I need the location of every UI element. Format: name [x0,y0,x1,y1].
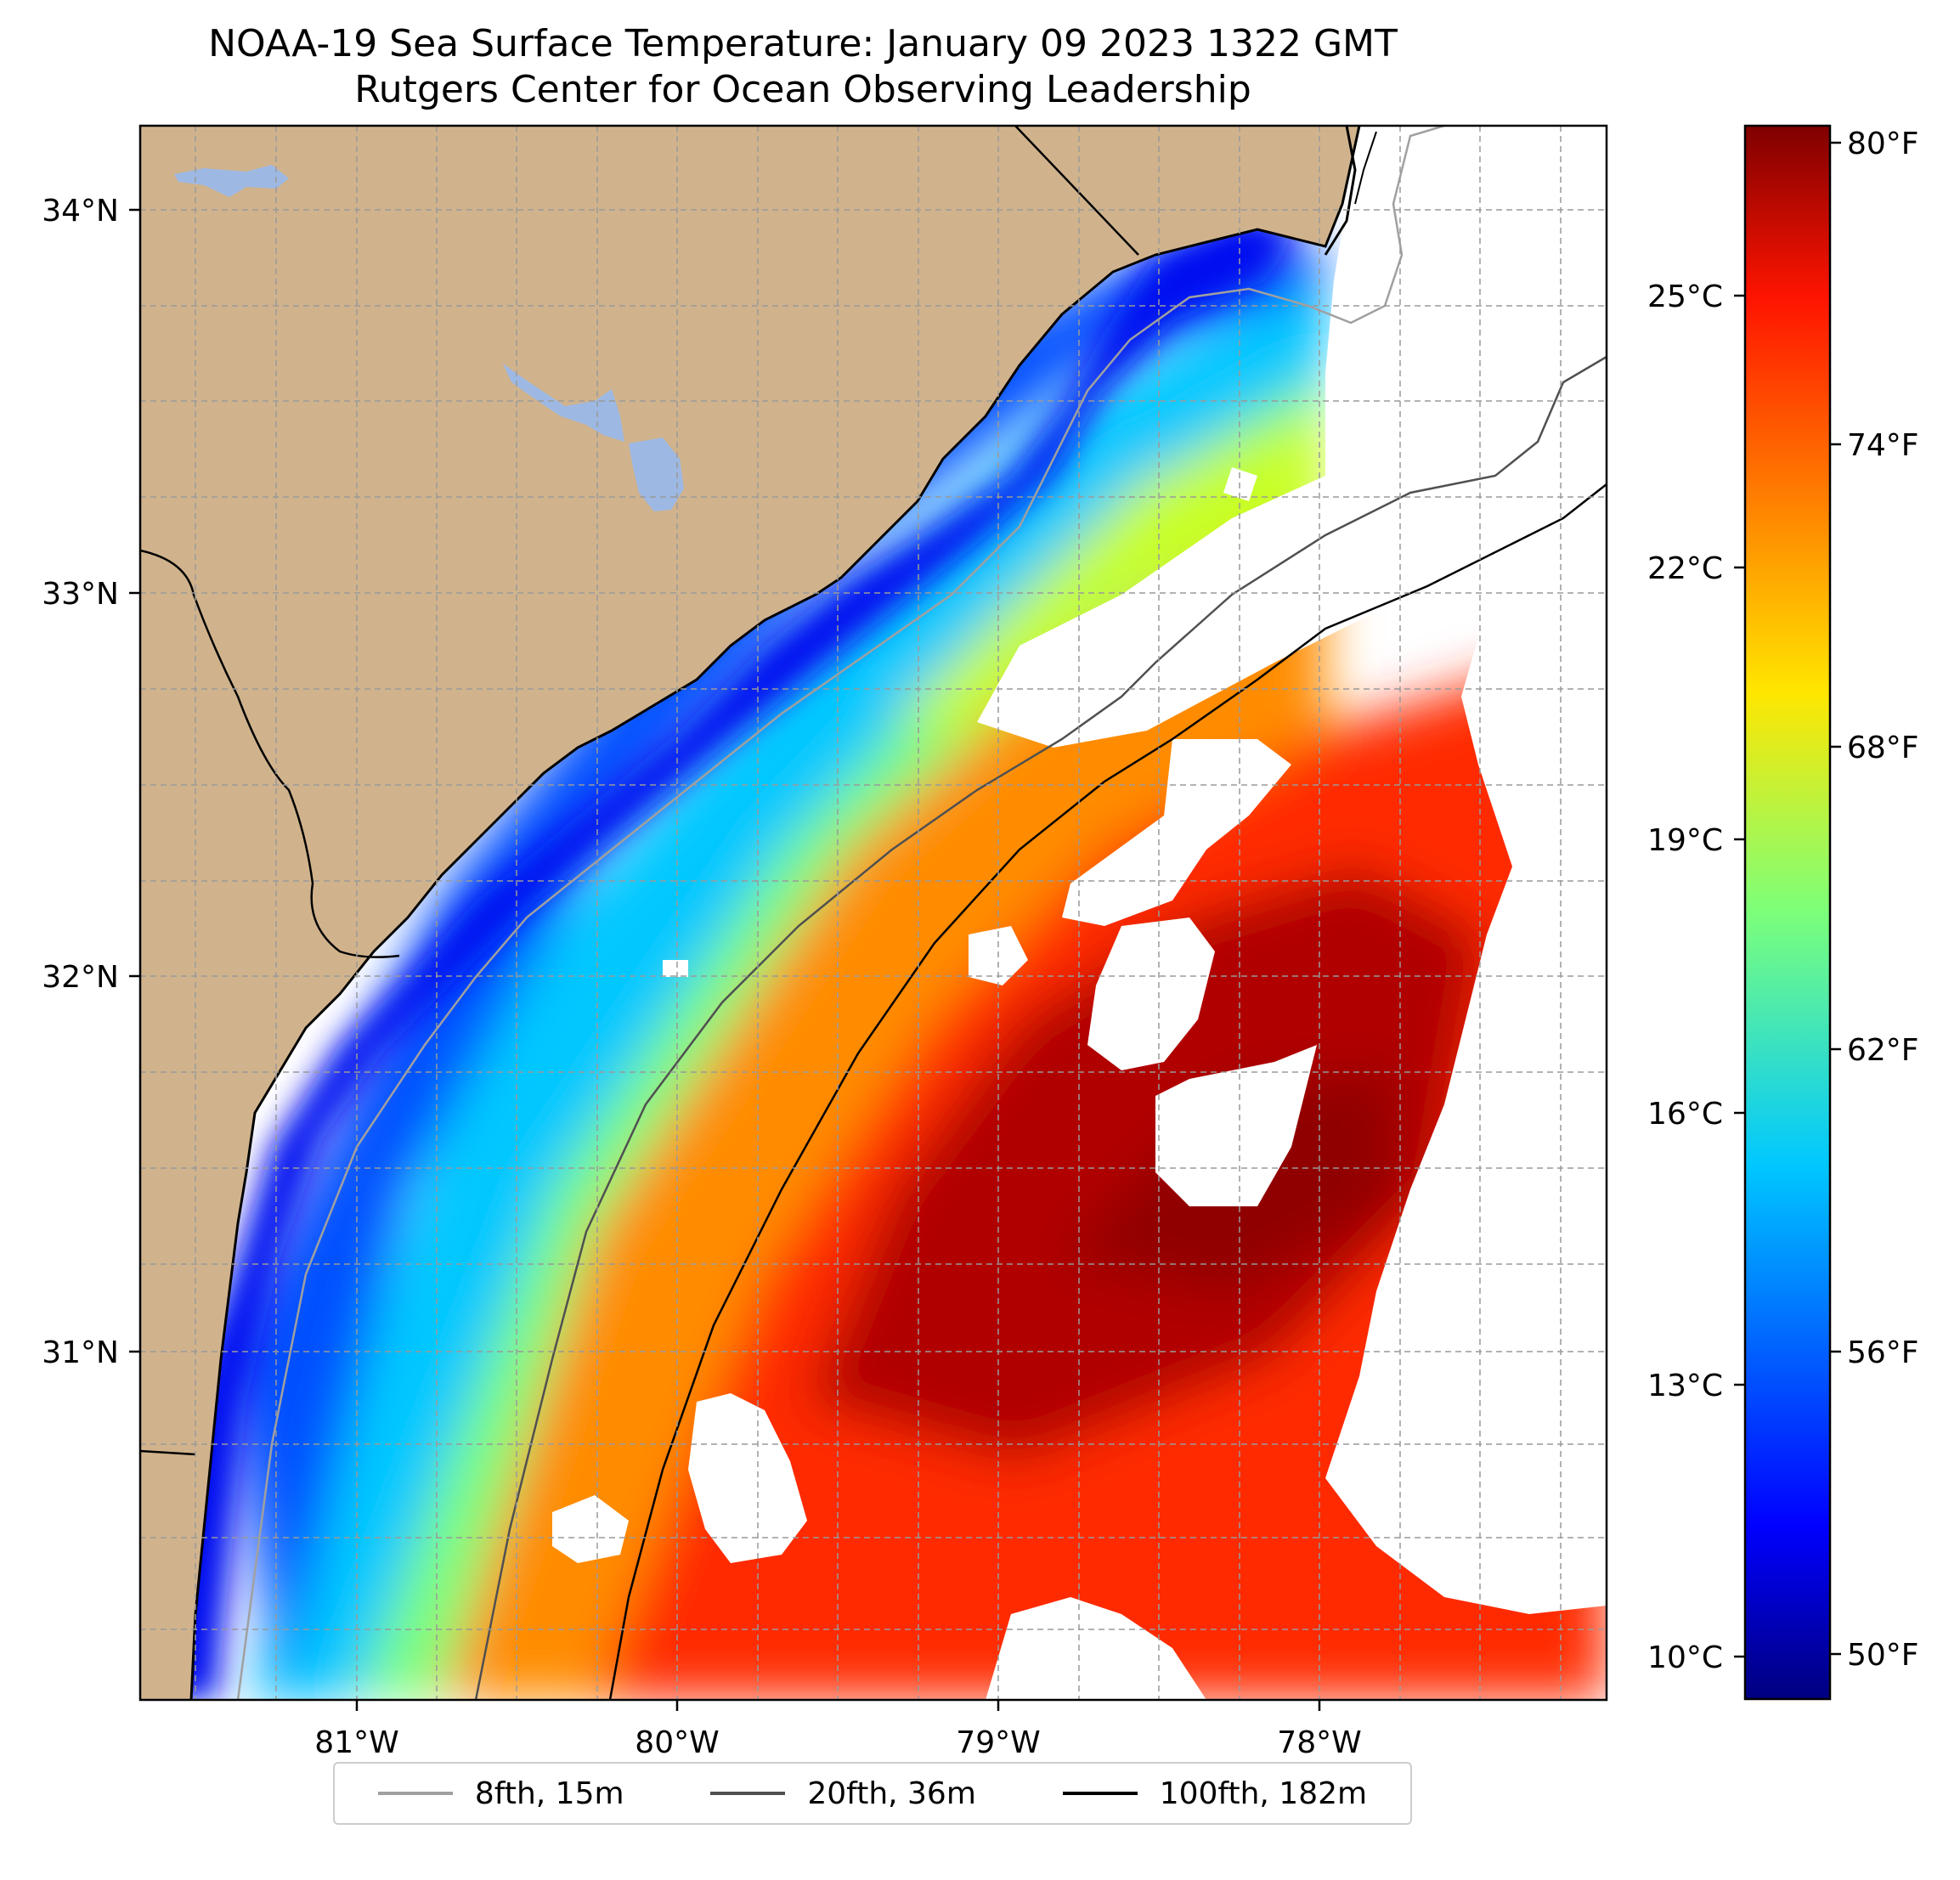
colorbar-celsius-label: 10°C [1647,1640,1723,1675]
colorbar-celsius-label: 25°C [1647,279,1723,314]
colorbar-fahrenheit-label: 68°F [1847,731,1919,765]
map-area [140,126,1607,1700]
colorbar-celsius-label: 16°C [1647,1097,1723,1132]
axis-ticks [129,208,1321,1711]
colorbar-celsius-label: 19°C [1647,823,1723,858]
state-boundary-nc-sc [1014,126,1139,256]
isobath-20fth [474,355,1607,1700]
legend-item-8fth: 8fth, 15m [377,1776,624,1811]
lat-tick-label: 32°N [42,960,119,995]
map-frame [138,124,1608,1702]
lon-tick-label: 80°W [635,1725,719,1760]
isobath-100fth [608,483,1607,1700]
lat-tick-label: 31°N [42,1335,119,1370]
legend-swatch [710,1792,786,1795]
lon-tick-label: 81°W [314,1725,398,1760]
lat-tick-label: 33°N [42,577,119,612]
legend-label: 20fth, 36m [807,1776,976,1811]
legend-item-100fth: 100fth, 182m [1062,1776,1368,1811]
lakes [174,165,684,511]
chart-title: NOAA-19 Sea Surface Temperature: January… [208,22,1398,65]
colorbar-celsius-label: 13°C [1647,1369,1723,1403]
colorbar-fahrenheit-label: 80°F [1847,127,1919,161]
cloud-masks [552,126,1607,1700]
lat-tick-label: 34°N [42,194,119,229]
colorbar-fahrenheit-label: 74°F [1847,428,1919,463]
legend: 8fth, 15m 20fth, 36m 100fth, 182m [333,1762,1412,1825]
legend-label: 100fth, 182m [1159,1776,1368,1811]
colorbar-fahrenheit-label: 50°F [1847,1638,1919,1673]
isobath-8fth [236,126,1445,1700]
coastline [189,126,1361,1700]
lon-tick-label: 78°W [1277,1725,1361,1760]
state-boundary-ga-fl [140,1449,196,1456]
land [140,126,1359,1700]
gridlines [140,126,1607,1700]
lon-tick-label: 79°W [956,1725,1040,1760]
colorbar-ticks [1734,141,1841,1658]
legend-label: 8fth, 15m [474,1776,624,1811]
legend-item-20fth: 20fth, 36m [710,1776,976,1811]
colorbar-celsius-label: 22°C [1647,551,1723,586]
colorbar-fahrenheit-label: 62°F [1847,1033,1919,1068]
colorbar-fahrenheit-label: 56°F [1847,1335,1919,1370]
colorbar [1743,124,1832,1701]
legend-swatch [1062,1792,1138,1795]
chart-subtitle: Rutgers Center for Ocean Observing Leade… [354,68,1251,111]
legend-swatch [377,1792,453,1795]
